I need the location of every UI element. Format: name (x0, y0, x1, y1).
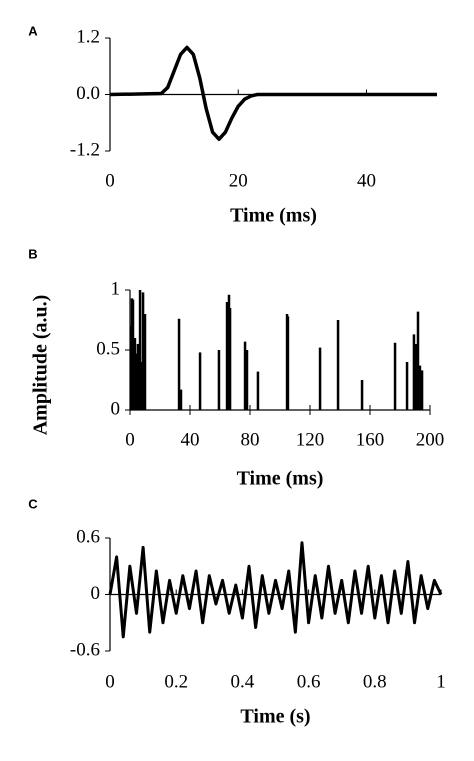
x-tick-label: 120 (296, 429, 325, 450)
y-axis-label: Amplitude (a.u.) (30, 295, 52, 436)
y-tick-label: 0 (111, 398, 121, 419)
y-tick-label: 0.5 (96, 338, 120, 359)
y-tick-label: 1.2 (76, 26, 100, 47)
y-tick-label: 0 (91, 583, 101, 604)
signal-line (108, 541, 443, 639)
panel-label: B (28, 246, 37, 261)
y-tick-label: -0.6 (70, 639, 100, 660)
x-tick-label: 0 (105, 170, 115, 191)
x-tick-label: 200 (416, 429, 445, 450)
x-tick-label: 40 (357, 170, 376, 191)
x-tick-label: 160 (356, 429, 385, 450)
x-tick-label: 0 (125, 429, 135, 450)
x-tick-label: 0.2 (164, 671, 188, 692)
panel-label: C (28, 496, 38, 511)
x-axis-label: Time (s) (240, 706, 310, 728)
x-tick-label: 40 (181, 429, 200, 450)
x-tick-label: 20 (229, 170, 248, 191)
x-tick-label: 0.4 (231, 671, 255, 692)
x-tick-label: 0.6 (297, 671, 321, 692)
panel-label: A (28, 23, 38, 38)
x-axis-label: Time (ms) (237, 468, 324, 490)
x-tick-label: 1 (436, 671, 446, 692)
x-axis-label: Time (ms) (230, 205, 317, 227)
y-tick-label: -1.2 (70, 139, 100, 160)
y-tick-label: 1 (111, 278, 121, 299)
y-tick-label: 0.6 (76, 526, 100, 547)
x-tick-label: 0.8 (363, 671, 387, 692)
x-tick-label: 0 (105, 671, 115, 692)
x-tick-label: 80 (241, 429, 260, 450)
y-tick-label: 0.0 (76, 83, 100, 104)
signal-line (109, 45, 437, 141)
